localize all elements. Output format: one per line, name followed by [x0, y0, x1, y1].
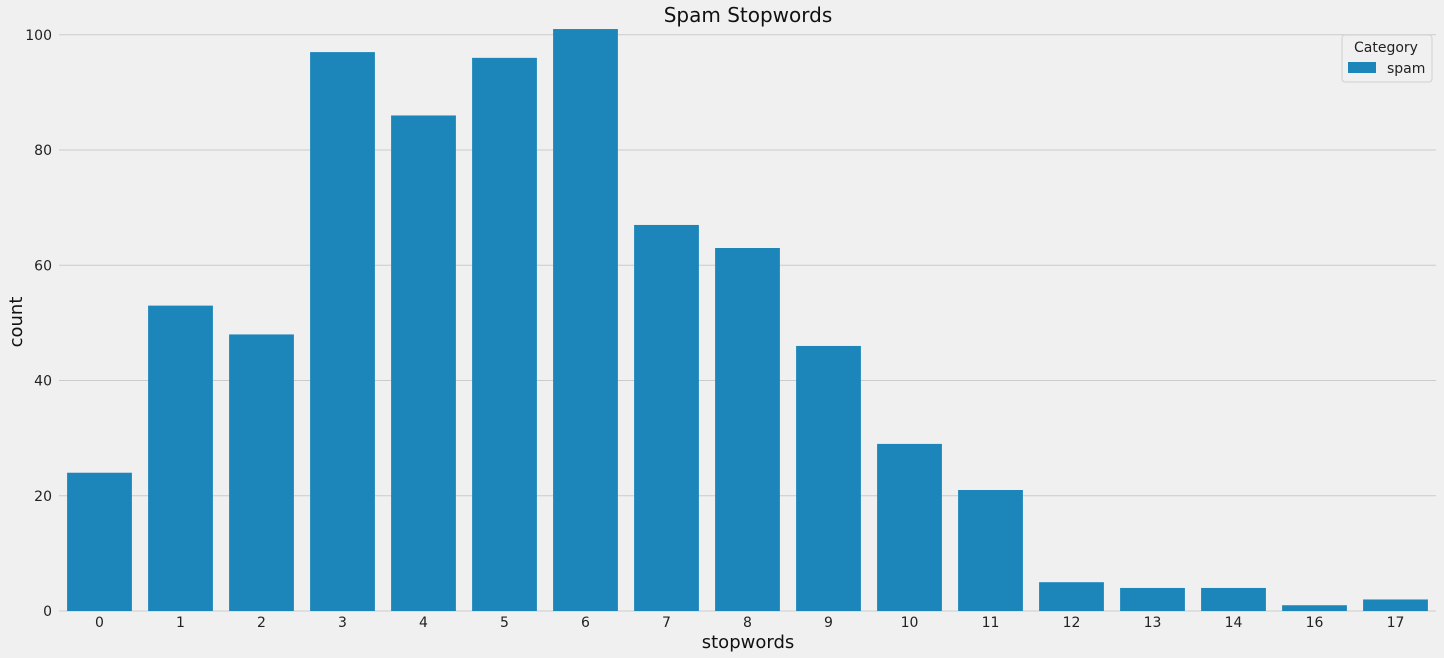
- bar-11: [958, 490, 1023, 611]
- x-tick-label: 17: [1387, 615, 1405, 631]
- bar-16: [1282, 605, 1347, 611]
- x-tick-label: 3: [338, 615, 347, 631]
- x-tick-label: 9: [824, 615, 833, 631]
- x-tick-label: 6: [581, 615, 590, 631]
- legend-swatch: [1348, 62, 1376, 73]
- chart-title: Spam Stopwords: [664, 3, 833, 27]
- bar-12: [1039, 582, 1104, 611]
- y-axis-title: count: [6, 297, 27, 348]
- x-tick-label: 7: [662, 615, 671, 631]
- bar-1: [148, 305, 213, 611]
- x-tick-label: 1: [176, 615, 185, 631]
- bar-13: [1120, 587, 1185, 611]
- x-tick-label: 13: [1144, 615, 1162, 631]
- bar-17: [1363, 599, 1428, 611]
- bar-2: [229, 334, 294, 611]
- y-tick-label: 100: [25, 28, 52, 44]
- y-tick-label: 40: [34, 374, 52, 390]
- bar-7: [634, 224, 699, 611]
- bar-8: [715, 248, 780, 611]
- y-tick-label: 80: [34, 143, 52, 159]
- x-tick-label: 4: [419, 615, 428, 631]
- x-tick-label: 8: [743, 615, 752, 631]
- y-tick-label: 0: [43, 604, 52, 620]
- y-tick-label: 20: [34, 489, 52, 505]
- x-tick-label: 11: [982, 615, 1000, 631]
- legend-label-spam: spam: [1387, 61, 1425, 77]
- bar-0: [67, 472, 132, 611]
- bar-5: [472, 57, 537, 612]
- bar-10: [877, 443, 942, 611]
- bar-3: [310, 52, 375, 612]
- bar-6: [553, 29, 618, 612]
- x-tick-labels: 0 1 2 3 4 5 6 7 8 9 10 11 12 13 14 16 17: [95, 615, 1404, 631]
- x-tick-label: 10: [901, 615, 919, 631]
- y-tick-label: 60: [34, 258, 52, 274]
- x-tick-label: 5: [500, 615, 509, 631]
- x-tick-label: 12: [1063, 615, 1081, 631]
- y-tick-labels: 0 20 40 60 80 100: [25, 28, 52, 620]
- legend: Category spam: [1341, 34, 1433, 83]
- bar-4: [391, 115, 456, 611]
- x-tick-label: 16: [1306, 615, 1324, 631]
- x-tick-label: 0: [95, 615, 104, 631]
- legend-title: Category: [1354, 40, 1418, 56]
- bar-14: [1201, 587, 1266, 611]
- x-axis-title: stopwords: [702, 632, 795, 653]
- bars: [67, 29, 1428, 612]
- x-tick-label: 2: [257, 615, 266, 631]
- bar-9: [796, 345, 861, 611]
- x-tick-label: 14: [1225, 615, 1243, 631]
